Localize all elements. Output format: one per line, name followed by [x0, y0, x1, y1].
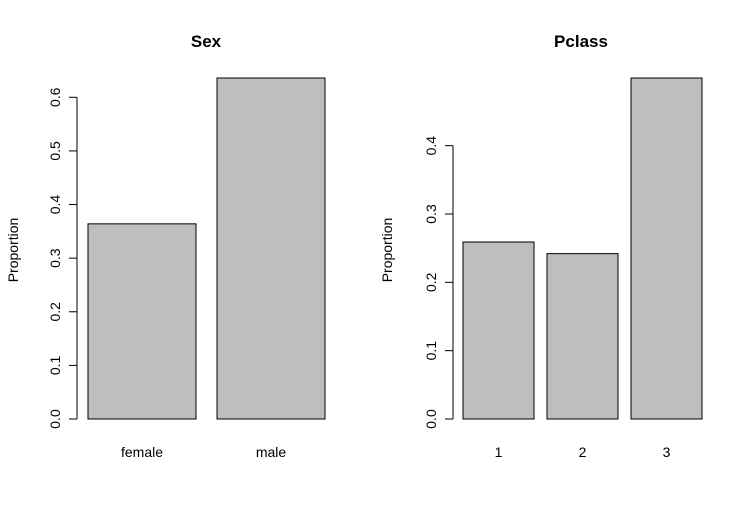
chart-title: Sex: [191, 32, 222, 51]
bar-male: [216, 77, 326, 420]
y-tick-label: 0.2: [423, 272, 439, 292]
y-tick-label: 0.1: [47, 355, 63, 375]
y-tick-label: 0.1: [423, 341, 439, 361]
y-axis: 0.0 0.1 0.2 0.3 0.4 0.5 0.6: [47, 87, 78, 429]
y-axis-label: Proportion: [5, 218, 21, 283]
y-tick-label: 0.3: [423, 204, 439, 224]
x-tick-label: 3: [663, 444, 671, 460]
y-tick-label: 0.4: [423, 136, 439, 156]
x-tick-label: 1: [495, 444, 503, 460]
bar-female: [87, 223, 197, 420]
x-tick-labels: female male: [121, 444, 286, 460]
bars: [462, 77, 703, 420]
x-tick-label: 2: [579, 444, 587, 460]
y-tick-label: 0.2: [47, 302, 63, 322]
y-tick-label: 0.5: [47, 141, 63, 161]
y-tick-label: 0.0: [423, 409, 439, 429]
y-tick-label: 0.4: [47, 195, 63, 215]
bar-3: [630, 77, 703, 420]
y-axis: 0.0 0.1 0.2 0.3 0.4: [423, 136, 454, 429]
x-tick-label: female: [121, 444, 163, 460]
x-tick-labels: 1 2 3: [495, 444, 671, 460]
sex-chart-panel: Sex Proportion 0.0 0.1 0.2 0.3 0.4 0.5 0.6 fem…: [5, 32, 326, 460]
x-tick-label: male: [256, 444, 287, 460]
pclass-chart-panel: Pclass Proportion 0.0 0.1 0.2 0.3 0.4 1 2 3: [379, 32, 703, 460]
bar-1: [462, 241, 535, 420]
bar-2: [546, 253, 619, 420]
y-axis-label: Proportion: [379, 218, 395, 283]
bars: [87, 77, 326, 420]
y-tick-label: 0.0: [47, 409, 63, 429]
y-tick-label: 0.6: [47, 87, 63, 107]
y-tick-label: 0.3: [47, 248, 63, 268]
chart-title: Pclass: [554, 32, 608, 51]
